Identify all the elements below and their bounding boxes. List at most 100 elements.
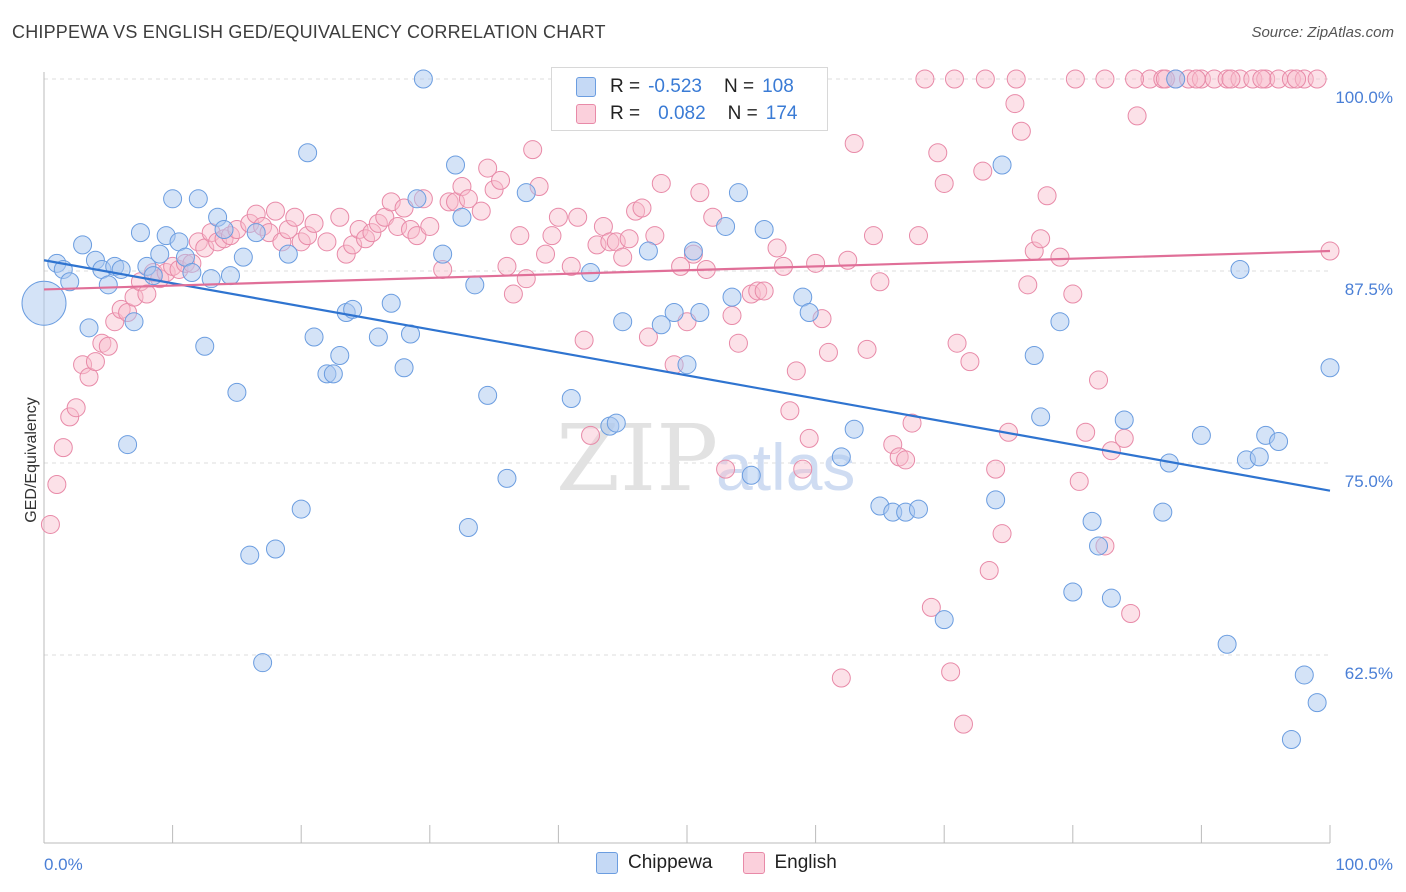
chart-source: Source: ZipAtlas.com [1251,24,1394,41]
english-point [60,407,80,427]
chippewa-point [433,244,453,264]
chippewa-point [728,183,748,203]
chippewa-swatch [596,852,618,874]
english-point [799,428,819,448]
y-axis-label: GED/Equivalency [23,397,40,522]
english-point [452,177,472,197]
english-point [523,140,543,160]
chippewa-point [1191,425,1211,445]
english-point [336,244,356,264]
chippewa-point [741,465,761,485]
legend-n-label: N = [727,103,758,124]
trend-lines [43,249,1331,492]
chippewa-point [986,490,1006,510]
chippewa-point [220,266,240,286]
english-point [1307,69,1327,89]
chippewa-point [330,345,350,365]
chippewa-point [195,336,215,356]
chippewa-point [79,318,99,338]
chippewa-legend-label: Chippewa [628,852,713,873]
english-points [40,69,1340,734]
english-point [857,339,877,359]
chippewa-point [130,223,150,243]
english-point [1018,275,1038,295]
english-point [420,216,440,236]
english-point [53,438,73,458]
chippewa-point [716,216,736,236]
series-legend-chippewa: Chippewa [596,852,713,874]
chippewa-point [304,327,324,347]
chart-title: CHIPPEWA VS ENGLISH GED/EQUIVALENCY CORR… [12,22,606,42]
english-point [362,223,382,243]
english-point [902,413,922,433]
english-point [992,524,1012,544]
english-point [844,134,864,154]
y-tick-label: 62.5% [1345,664,1393,683]
chippewa-point [182,263,202,283]
english-point [818,342,838,362]
y-tick-label: 87.5% [1345,280,1393,299]
english-point [690,183,710,203]
english-point [98,336,118,356]
chippewa-point [278,244,298,264]
english-point [716,459,736,479]
chippewa-point [452,207,472,227]
english-point [278,220,298,240]
english-point [1186,69,1206,89]
english-point [806,253,826,273]
legend-row-english: R = 0.082 N = 174 [576,101,797,127]
chippewa-point [227,382,247,402]
english-point [1114,428,1134,448]
english-point [831,668,851,688]
english-point [581,425,601,445]
chippewa-point [1114,410,1134,430]
english-point [600,232,620,252]
chippewa-point [1166,69,1186,89]
english-point [632,198,652,218]
english-swatch [742,852,765,874]
english-trend-line [43,249,1331,291]
english-point [40,514,60,534]
english-point [1095,69,1115,89]
axes [43,72,1331,844]
chippewa-point [799,302,819,322]
chippewa-point [446,155,466,175]
english-point [439,192,459,212]
chippewa-point [606,413,626,433]
y-tick-label: 75.0% [1345,472,1393,491]
english-point [298,226,318,246]
english-point [536,244,556,264]
english-point [986,459,1006,479]
chippewa-point [1031,407,1051,427]
english-point [304,213,324,233]
english-point [1221,69,1241,89]
chippewa-point [394,358,414,378]
chippewa-point [201,269,221,289]
chippewa-trend-line [43,259,1331,492]
english-point [1287,69,1307,89]
english-point [85,352,105,372]
english-point [1005,94,1025,114]
english-point [979,561,999,581]
x-tick-label: 0.0% [44,855,83,874]
chippewa-point [677,355,697,375]
english-point [754,281,774,301]
chippewa-point [407,189,427,209]
chippewa-point [1294,665,1314,685]
watermark: ZIP atlas [556,405,855,512]
chippewa-point [98,275,118,295]
chippewa-point [934,610,954,630]
english-point [471,201,491,221]
english-point [1252,69,1272,89]
chippewa-point [73,235,93,255]
chippewa-point [497,468,517,488]
chippewa-point [478,385,498,405]
chippewa-point [638,241,658,261]
english-point [47,475,67,495]
legend-row-chippewa: R = -0.523 N = 108 [576,74,794,100]
chippewa-point [188,189,208,209]
english-point [677,312,697,332]
english-point [1127,106,1147,126]
english-point [638,327,658,347]
english-point [1125,69,1145,89]
